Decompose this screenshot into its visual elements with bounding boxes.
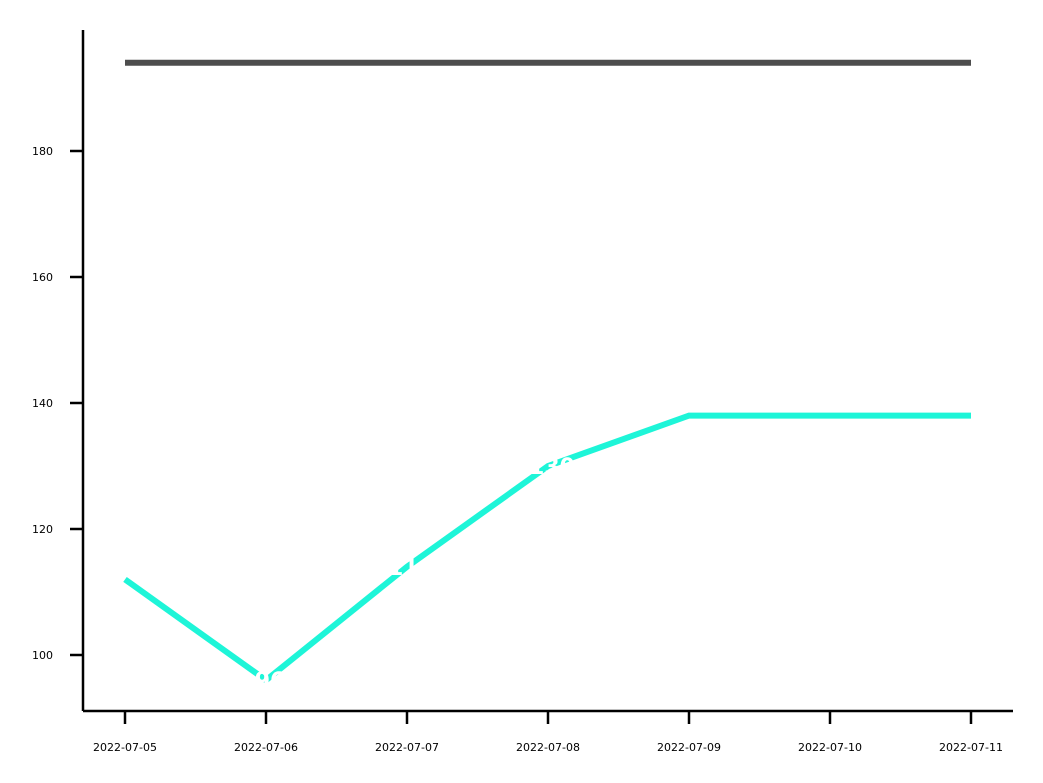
x-tick-label: 2022-07-09 <box>657 741 721 754</box>
x-tick-label: 2022-07-06 <box>234 741 298 754</box>
data-labels-group: 96 114 130 <box>255 455 575 694</box>
y-tick-label: 160 <box>32 271 53 284</box>
x-tick-label: 2022-07-08 <box>516 741 580 754</box>
axes: 100 120 140 160 180 2022-07-05 2022-07-06 2022-… <box>32 30 1013 754</box>
y-tick-label: 140 <box>32 397 53 410</box>
data-label: 130 <box>529 455 575 480</box>
data-label: 96 <box>255 669 286 694</box>
y-tick-label: 100 <box>32 649 53 662</box>
x-tick-label: 2022-07-05 <box>93 741 157 754</box>
x-tick-label: 2022-07-07 <box>375 741 439 754</box>
x-tick-label: 2022-07-11 <box>939 741 1003 754</box>
x-tick-label: 2022-07-10 <box>798 741 862 754</box>
data-label: 114 <box>388 556 434 581</box>
series-line-1 <box>123 412 971 684</box>
y-tick-label: 180 <box>32 145 53 158</box>
series-group <box>123 59 971 684</box>
y-tick-label: 120 <box>32 523 53 536</box>
